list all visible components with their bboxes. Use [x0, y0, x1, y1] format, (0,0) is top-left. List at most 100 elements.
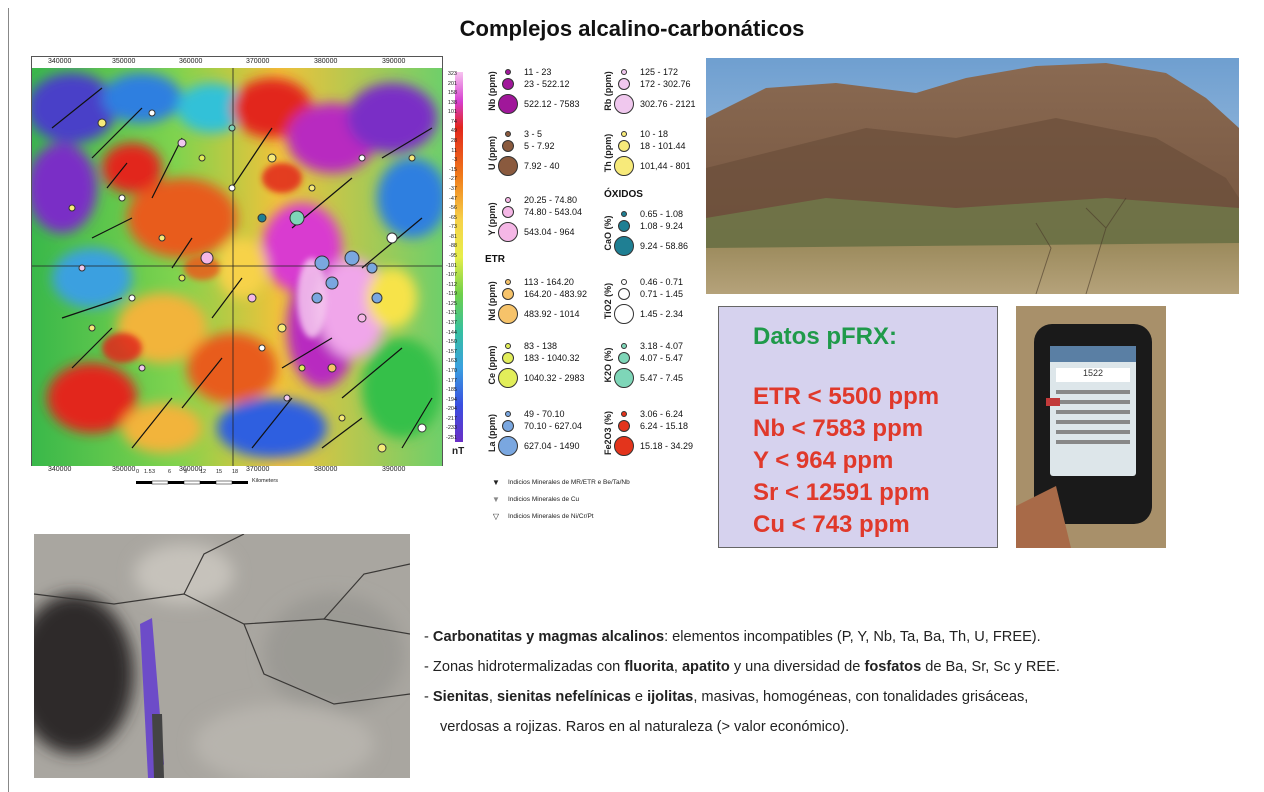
map-x-tick: 370000: [246, 58, 270, 65]
colorbar-tick-label: -194: [445, 396, 457, 403]
bullet-bold: sienitas nefelínicas: [497, 689, 631, 705]
legend-label: 164.20 - 483.92: [524, 289, 588, 299]
legend-row-y: 74.80 - 543.04: [502, 206, 582, 218]
bullet-carbonatitas: - Carbonatitas y magmas alcalinos: eleme…: [424, 622, 1060, 652]
legend-axis-nb: Nb (ppm): [487, 71, 497, 111]
outcrop-landscape-photo: [706, 58, 1239, 294]
legend-row-rb: 172 - 302.76: [618, 78, 691, 90]
legend-axis-fe2o3: Fe2O3 (%): [603, 411, 613, 456]
bullet-text: e: [630, 689, 648, 705]
legend-row-cao: 1.08 - 9.24: [618, 220, 683, 232]
legend-etr-heading: ETR: [485, 254, 505, 265]
magnetic-anomaly-map: [32, 68, 442, 466]
pxrf-device-photo: 1522: [1016, 306, 1166, 548]
legend-symbol: [505, 279, 511, 285]
legend-label: 15.18 - 34.29: [640, 441, 694, 451]
pfrx-line-y: Y < 964 ppm: [753, 447, 894, 474]
legend-label: 5.47 - 7.45: [640, 373, 684, 383]
colorbar-tick-label: -101: [445, 262, 457, 269]
device-reading: 1522: [1082, 368, 1104, 378]
rock-graphic: [34, 534, 410, 778]
colorbar-tick-label: -65: [449, 214, 457, 221]
legend-label: 627.04 - 1490: [524, 441, 580, 451]
legend-row-y: 543.04 - 964: [498, 222, 575, 242]
legend-symbol: [621, 343, 627, 349]
colorbar-tick-label: -163: [445, 358, 457, 365]
legend-row-ce: 1040.32 - 2983: [498, 368, 585, 388]
legend-label: 113 - 164.20: [524, 277, 574, 287]
legend-symbol: [502, 352, 514, 364]
legend-label: 1.45 - 2.34: [640, 309, 684, 319]
legend-label: 9.24 - 58.86: [640, 241, 689, 251]
description-bullets: - Carbonatitas y magmas alcalinos: eleme…: [424, 622, 1060, 742]
map-canvas: [32, 68, 442, 466]
legend-axis-la: La (ppm): [487, 414, 497, 452]
legend-label: 0.65 - 1.08: [640, 209, 684, 219]
scale-bar-unit: Kilometers: [252, 478, 278, 484]
legend-label: 0.46 - 0.71: [640, 277, 684, 287]
colorbar-tick-label: -125: [445, 300, 457, 307]
legend-label: 4.07 - 5.47: [640, 353, 684, 363]
legend-symbol: [498, 156, 518, 176]
left-frame-line: [8, 8, 9, 792]
mineral-symbol-icon: ▼: [492, 478, 500, 487]
legend-row-nd: 164.20 - 483.92: [502, 288, 587, 300]
bullet-bold: ijolitas: [647, 689, 694, 705]
landscape-graphic: [706, 58, 1239, 294]
legend-row-tio2: 1.45 - 2.34: [614, 304, 683, 324]
colorbar-tick-label: -150: [445, 339, 457, 346]
colorbar-tick-label: -177: [445, 377, 457, 384]
legend-row-rb: 125 - 172: [621, 67, 678, 77]
colorbar-tick-label: -15: [449, 166, 457, 173]
colorbar-unit: nT: [452, 446, 465, 457]
colorbar-tick-label: 201: [447, 80, 457, 87]
colorbar-tick-label: -47: [449, 195, 457, 202]
legend-symbol: [505, 131, 511, 137]
colorbar-tick-label: 101: [447, 109, 457, 116]
bullet-bold: apatito: [681, 659, 730, 675]
legend-symbol: [618, 140, 630, 152]
colorbar-tick-label: -119: [446, 291, 457, 298]
legend-symbol: [498, 304, 518, 324]
legend-symbol: [505, 197, 511, 203]
colorbar-gradient: [455, 72, 463, 442]
legend-label: 18 - 101.44: [640, 141, 686, 151]
colorbar-tick-label: -37: [449, 185, 457, 192]
map-x-tick: 390000: [382, 58, 406, 65]
colorbar: [445, 72, 463, 442]
legend-symbol: [498, 368, 518, 388]
legend-row-k2o: 3.18 - 4.07: [621, 341, 683, 351]
pfrx-line-cu: Cu < 743 ppm: [753, 511, 910, 538]
colorbar-tick-label: -3: [452, 157, 457, 164]
page-title: Complejos alcalino-carbonáticos: [459, 16, 805, 41]
mineral-symbol-icon: ▼: [492, 495, 500, 504]
legend-symbol: [505, 411, 511, 417]
pfrx-title: Datos pFRX:: [753, 323, 897, 350]
legend-label: 302.76 - 2121: [640, 99, 696, 109]
mineral-symbol-icon: ▽: [492, 512, 500, 521]
legend-symbol: [498, 222, 518, 242]
legend-label: 10 - 18: [640, 129, 669, 139]
legend-label: 7.92 - 40: [524, 161, 560, 171]
colorbar-tick-label: 11: [451, 147, 457, 154]
legend-label: 483.92 - 1014: [524, 309, 580, 319]
colorbar-tick-label: -170: [445, 367, 457, 374]
legend-row-rb: 302.76 - 2121: [614, 94, 696, 114]
legend-row-nd: 483.92 - 1014: [498, 304, 580, 324]
pfrx-line-nb: Nb < 7583 ppm: [753, 415, 924, 442]
colorbar-tick-label: -217: [445, 415, 457, 422]
colorbar-tick-label: -137: [445, 320, 457, 327]
legend-label: 49 - 70.10: [524, 409, 565, 419]
scale-tick-label: 6: [168, 469, 172, 475]
map-x-tick: 350000: [112, 58, 136, 65]
legend-axis-tio2: TiO2 (%): [603, 282, 613, 320]
legend-row-tio2: 0.71 - 1.45: [618, 288, 683, 300]
legend-row-ce: 83 - 138: [505, 341, 557, 351]
map-x-tick: 380000: [314, 58, 338, 65]
legend-symbol: [505, 343, 511, 349]
colorbar-tick-label: -157: [445, 348, 457, 355]
legend-symbol: [502, 420, 514, 432]
legend-label: 522.12 - 7583: [524, 99, 580, 109]
pfrx-line-etr: ETR < 5500 ppm: [753, 383, 940, 410]
legend-symbol: [614, 436, 634, 456]
